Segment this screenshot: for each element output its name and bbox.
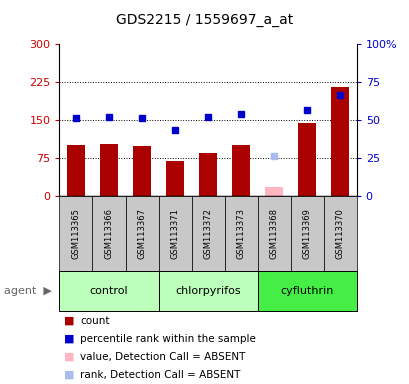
- Bar: [59, 271, 158, 311]
- Text: GSM113369: GSM113369: [302, 208, 311, 259]
- Text: value, Detection Call = ABSENT: value, Detection Call = ABSENT: [80, 352, 245, 362]
- Text: GSM113366: GSM113366: [104, 208, 113, 259]
- Bar: [257, 271, 356, 311]
- Text: rank, Detection Call = ABSENT: rank, Detection Call = ABSENT: [80, 370, 240, 380]
- Text: GSM113368: GSM113368: [269, 208, 278, 259]
- Bar: [264, 187, 283, 196]
- Text: count: count: [80, 316, 109, 326]
- Text: control: control: [90, 286, 128, 296]
- Text: ■: ■: [63, 334, 74, 344]
- Bar: [59, 196, 92, 271]
- Bar: [125, 196, 158, 271]
- Text: GDS2215 / 1559697_a_at: GDS2215 / 1559697_a_at: [116, 13, 293, 27]
- Text: ■: ■: [63, 352, 74, 362]
- Bar: [231, 145, 249, 196]
- Bar: [290, 196, 323, 271]
- Text: GSM113372: GSM113372: [203, 208, 212, 259]
- Text: ■: ■: [63, 316, 74, 326]
- Text: GSM113370: GSM113370: [335, 208, 344, 259]
- Bar: [133, 146, 151, 196]
- Bar: [191, 196, 224, 271]
- Text: agent  ▶: agent ▶: [4, 286, 52, 296]
- Bar: [330, 87, 348, 196]
- Bar: [67, 145, 85, 196]
- Text: GSM113373: GSM113373: [236, 208, 245, 259]
- Bar: [100, 144, 118, 196]
- Text: GSM113365: GSM113365: [71, 208, 80, 259]
- Text: cyfluthrin: cyfluthrin: [280, 286, 333, 296]
- Text: GSM113371: GSM113371: [170, 208, 179, 259]
- Bar: [257, 196, 290, 271]
- Bar: [92, 196, 125, 271]
- Bar: [158, 271, 257, 311]
- Bar: [224, 196, 257, 271]
- Bar: [198, 153, 217, 196]
- Bar: [158, 196, 191, 271]
- Text: ■: ■: [63, 370, 74, 380]
- Bar: [297, 122, 315, 196]
- Text: GSM113367: GSM113367: [137, 208, 146, 259]
- Text: percentile rank within the sample: percentile rank within the sample: [80, 334, 255, 344]
- Bar: [166, 161, 184, 196]
- Text: chlorpyrifos: chlorpyrifos: [175, 286, 240, 296]
- Bar: [323, 196, 356, 271]
